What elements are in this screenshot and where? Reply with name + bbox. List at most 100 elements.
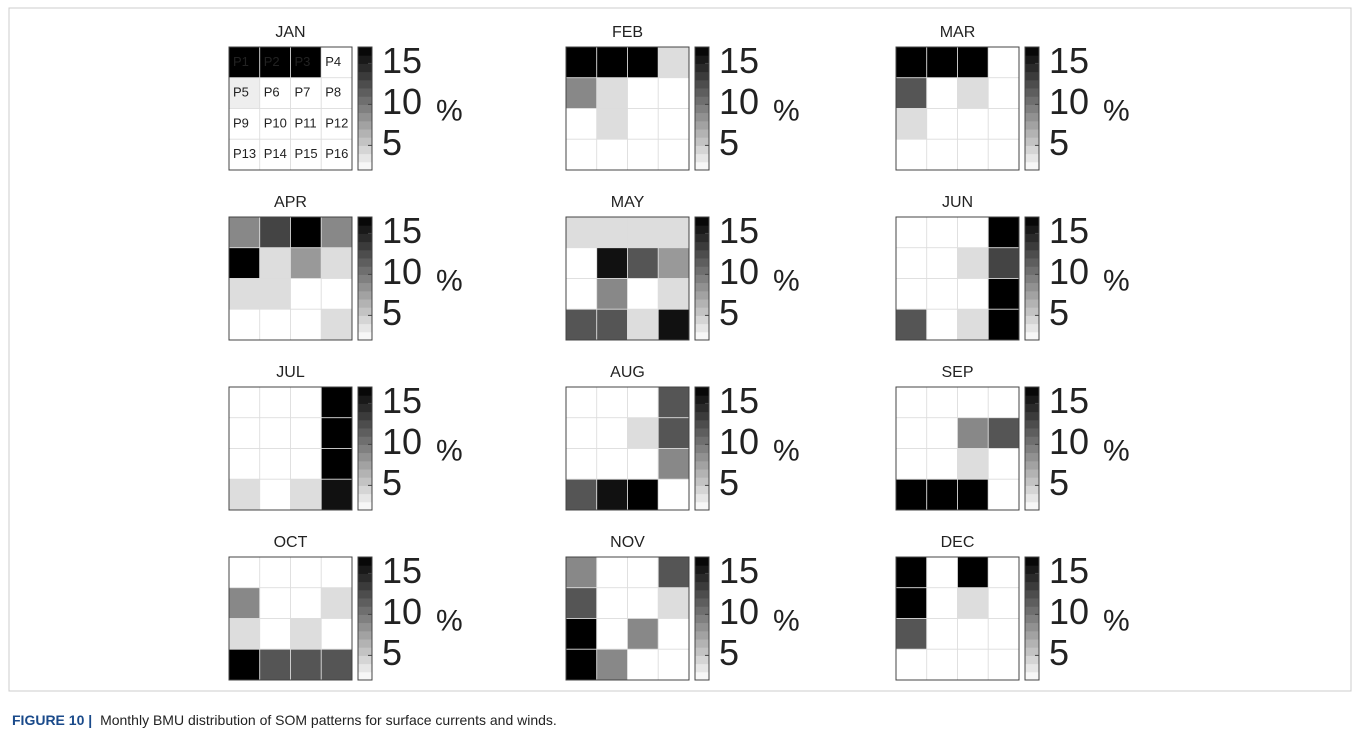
cell-label: P11 bbox=[295, 115, 317, 130]
heatmap-cell bbox=[596, 308, 628, 341]
heatmap-cell bbox=[957, 247, 989, 279]
heatmap-cell bbox=[565, 648, 598, 681]
colorbar-tick-label: 15 bbox=[382, 210, 422, 251]
colorbar-band bbox=[1025, 104, 1039, 114]
colorbar-label: % bbox=[1103, 604, 1130, 637]
heatmap-cell bbox=[657, 278, 690, 310]
colorbar-band bbox=[1025, 266, 1039, 275]
colorbar-band bbox=[695, 663, 709, 673]
colorbar-band bbox=[1025, 290, 1039, 300]
colorbar-band bbox=[695, 581, 709, 591]
colorbar-band bbox=[695, 282, 709, 292]
colorbar-band bbox=[695, 307, 709, 316]
colorbar-band bbox=[695, 315, 709, 325]
colorbar-band bbox=[358, 290, 372, 300]
colorbar-tick-label: 5 bbox=[382, 122, 402, 163]
colorbar-band bbox=[1025, 225, 1039, 234]
heatmap-cell bbox=[565, 448, 598, 480]
colorbar-frame bbox=[1024, 386, 1040, 511]
cell-label: P12 bbox=[325, 115, 348, 130]
heatmap-cell bbox=[259, 216, 291, 249]
colorbar-band bbox=[695, 331, 709, 341]
colorbar-band bbox=[358, 622, 372, 632]
heatmap-cell bbox=[627, 417, 659, 449]
heatmap-cell bbox=[290, 556, 322, 589]
colorbar-band bbox=[358, 104, 372, 114]
colorbar-band bbox=[1025, 96, 1039, 105]
colorbar-label: % bbox=[773, 604, 800, 637]
heatmap-cell bbox=[627, 556, 659, 589]
heatmap-cell bbox=[290, 278, 322, 310]
colorbar-band bbox=[1025, 395, 1039, 404]
colorbar-band bbox=[695, 460, 709, 470]
colorbar-band bbox=[1025, 112, 1039, 122]
colorbar-band bbox=[1025, 671, 1039, 681]
heatmap-cell bbox=[627, 448, 659, 480]
heatmap-frame bbox=[228, 386, 353, 511]
heatmap-cell bbox=[957, 417, 989, 449]
heatmap-cell bbox=[657, 417, 690, 449]
colorbar-frame bbox=[1024, 556, 1040, 681]
colorbar-band bbox=[695, 622, 709, 632]
heatmap-cell bbox=[320, 247, 353, 279]
colorbar-band bbox=[358, 436, 372, 445]
heatmap-cell bbox=[987, 417, 1020, 449]
heatmap-cell bbox=[895, 77, 928, 109]
colorbar-band bbox=[358, 581, 372, 591]
colorbar-band bbox=[1025, 241, 1039, 251]
heatmap-cell bbox=[895, 556, 928, 589]
heatmap-cell bbox=[895, 648, 928, 681]
cell-label: P2 bbox=[264, 54, 280, 69]
chart-title: APR bbox=[274, 194, 307, 211]
colorbar-band bbox=[1025, 655, 1039, 665]
colorbar-band bbox=[358, 573, 372, 583]
colorbar-band bbox=[695, 395, 709, 404]
heatmap-cell bbox=[987, 556, 1020, 589]
colorbar-band bbox=[695, 493, 709, 503]
heatmap-cell bbox=[228, 216, 261, 249]
colorbar-band bbox=[695, 419, 709, 429]
colorbar-band bbox=[695, 258, 709, 267]
colorbar-tick-label: 10 bbox=[719, 591, 759, 632]
heatmap-cell bbox=[957, 448, 989, 480]
colorbar-band bbox=[1025, 71, 1039, 81]
colorbar-band bbox=[358, 129, 372, 138]
heatmap-frame bbox=[565, 46, 690, 171]
heatmap-cell bbox=[627, 216, 659, 249]
colorbar-band bbox=[1025, 501, 1039, 511]
heatmap-cell bbox=[290, 386, 322, 419]
colorbar-band bbox=[1025, 419, 1039, 429]
heatmap-cell bbox=[565, 587, 598, 619]
colorbar-band bbox=[358, 477, 372, 486]
heatmap-cell bbox=[565, 308, 598, 341]
colorbar-band bbox=[1025, 477, 1039, 486]
cell-label: P8 bbox=[325, 85, 341, 100]
colorbar-band bbox=[695, 104, 709, 114]
heatmap-cell bbox=[596, 46, 628, 79]
colorbar-band bbox=[358, 647, 372, 656]
heatmap-cell bbox=[259, 247, 291, 279]
heatmap-cell bbox=[596, 417, 628, 449]
heatmap-cell bbox=[987, 648, 1020, 681]
caption-label: FIGURE 10 | bbox=[12, 712, 92, 728]
heatmap-cell bbox=[657, 108, 690, 140]
colorbar-band bbox=[695, 606, 709, 615]
heatmap-cell bbox=[290, 247, 322, 279]
heatmap-cell bbox=[596, 138, 628, 171]
heatmap-cell bbox=[259, 386, 291, 419]
heatmap-cell bbox=[565, 216, 598, 249]
colorbar-tick-label: 15 bbox=[382, 40, 422, 81]
heatmap-cell bbox=[895, 138, 928, 171]
heatmap-cell bbox=[957, 587, 989, 619]
colorbar-band bbox=[358, 614, 372, 624]
heatmap-cell bbox=[657, 138, 690, 171]
colorbar-band bbox=[1025, 663, 1039, 673]
colorbar-band bbox=[1025, 258, 1039, 267]
heatmap-cell bbox=[627, 308, 659, 341]
colorbar-tick-label: 5 bbox=[719, 632, 739, 673]
colorbar-band bbox=[1025, 493, 1039, 503]
colorbar-band bbox=[358, 469, 372, 478]
colorbar-tick-label: 5 bbox=[1049, 122, 1069, 163]
heatmap-cell bbox=[926, 618, 958, 650]
